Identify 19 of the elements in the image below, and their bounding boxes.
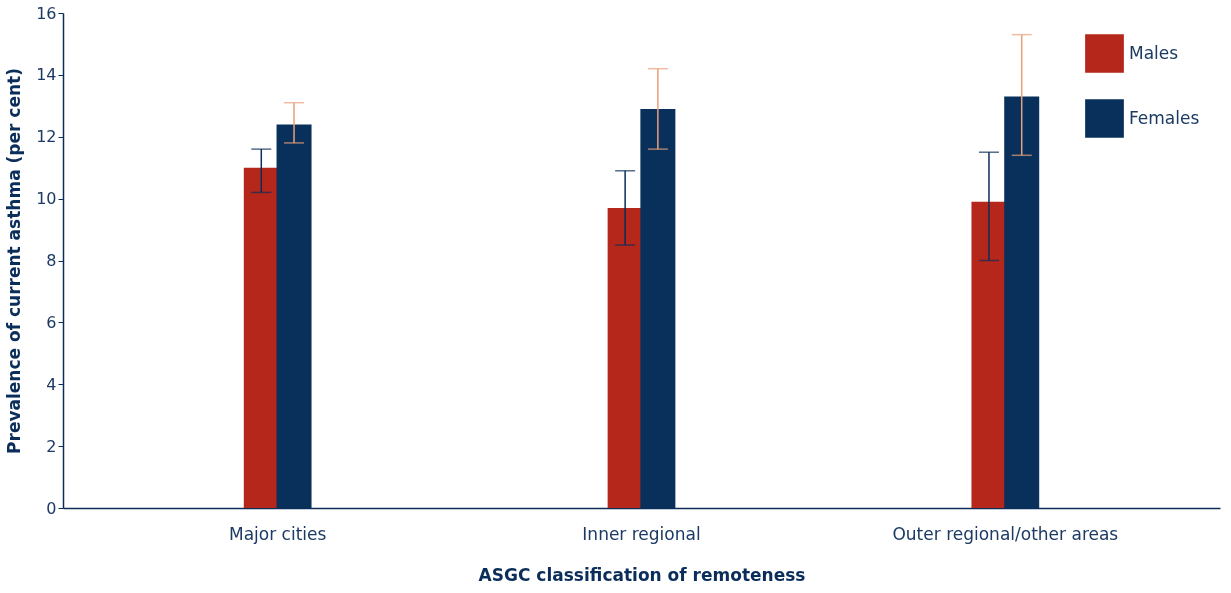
- bar: [607, 207, 643, 508]
- bar: [243, 167, 279, 508]
- y-tick-label: 8: [46, 251, 57, 270]
- y-tick-label: 6: [46, 312, 57, 332]
- y-tick-label: 14: [36, 65, 57, 85]
- legend-label: Females: [1129, 107, 1200, 128]
- legend-label: Males: [1129, 42, 1179, 63]
- y-tick-label: 16: [36, 3, 57, 23]
- y-tick-label: 12: [36, 127, 57, 147]
- y-tick-label: 10: [36, 189, 57, 209]
- y-tick-label: 4: [46, 374, 57, 394]
- y-axis-title: Prevalence of current asthma (per cent): [4, 68, 25, 454]
- y-tick-label: 2: [46, 436, 57, 456]
- x-tick-label: Inner regional: [582, 523, 701, 544]
- bar: [971, 201, 1007, 508]
- x-tick-label: Outer regional/other areas: [892, 523, 1119, 544]
- x-tick-label: Major cities: [228, 523, 327, 544]
- y-tick-label: 0: [46, 498, 57, 518]
- x-axis-title: ASGC classification of remoteness: [478, 564, 806, 585]
